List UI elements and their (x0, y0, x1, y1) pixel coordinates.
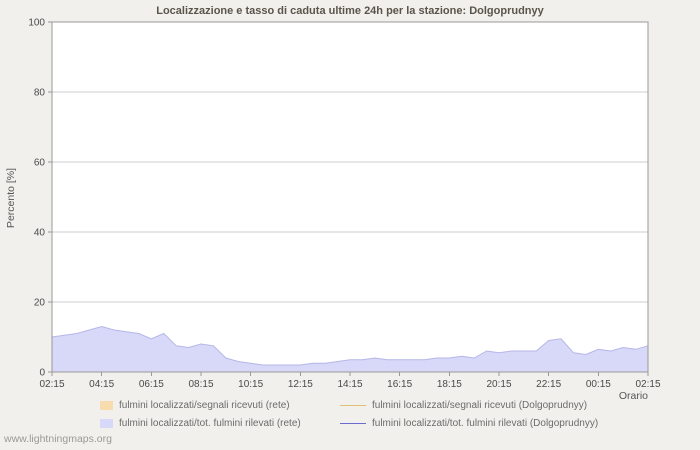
svg-text:02:15: 02:15 (39, 379, 64, 390)
legend-label-rilevati-rete: fulmini localizzati/tot. fulmini rilevat… (119, 417, 301, 429)
legend-swatch-rilevati-rete (100, 418, 113, 428)
svg-text:00:15: 00:15 (586, 379, 611, 390)
legend-swatch-segnali-rete (100, 400, 113, 410)
svg-text:08:15: 08:15 (188, 379, 213, 390)
legend-row: fulmini localizzati/tot. fulmini rilevat… (100, 414, 680, 432)
svg-text:14:15: 14:15 (337, 379, 362, 390)
x-axis-label: Orario (618, 390, 648, 402)
svg-text:0: 0 (39, 368, 45, 379)
svg-text:12:15: 12:15 (288, 379, 313, 390)
svg-text:60: 60 (34, 158, 46, 169)
svg-text:40: 40 (34, 228, 46, 239)
legend-label-segnali-station: fulmini localizzati/segnali ricevuti (Do… (372, 399, 588, 411)
svg-text:20: 20 (34, 298, 46, 309)
legend-label-segnali-rete: fulmini localizzati/segnali ricevuti (re… (119, 399, 290, 411)
legend: fulmini localizzati/segnali ricevuti (re… (100, 396, 680, 432)
legend-item-segnali-station: fulmini localizzati/segnali ricevuti (Do… (340, 400, 587, 411)
svg-text:20:15: 20:15 (486, 379, 511, 390)
svg-text:18:15: 18:15 (437, 379, 462, 390)
watermark: www.lightningmaps.org (4, 433, 112, 445)
legend-line-rilevati-station (340, 422, 366, 424)
legend-item-rilevati-station: fulmini localizzati/tot. fulmini rilevat… (340, 418, 598, 429)
legend-row: fulmini localizzati/segnali ricevuti (re… (100, 396, 680, 414)
legend-line-segnali-station (340, 404, 366, 406)
legend-item-rilevati-rete: fulmini localizzati/tot. fulmini rilevat… (100, 418, 340, 429)
svg-text:80: 80 (34, 88, 46, 99)
svg-text:02:15: 02:15 (635, 379, 660, 390)
svg-text:10:15: 10:15 (238, 379, 263, 390)
svg-text:16:15: 16:15 (387, 379, 412, 390)
svg-text:06:15: 06:15 (139, 379, 164, 390)
chart-title: Localizzazione e tasso di caduta ultime … (156, 5, 544, 17)
svg-text:04:15: 04:15 (89, 379, 114, 390)
svg-text:22:15: 22:15 (536, 379, 561, 390)
legend-label-rilevati-station: fulmini localizzati/tot. fulmini rilevat… (372, 417, 599, 429)
svg-text:100: 100 (28, 18, 45, 29)
legend-item-segnali-rete: fulmini localizzati/segnali ricevuti (re… (100, 400, 340, 411)
